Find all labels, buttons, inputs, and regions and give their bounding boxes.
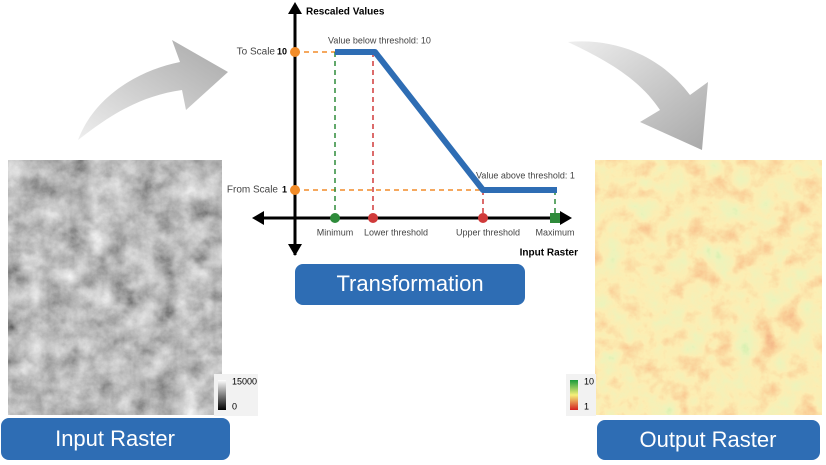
to-scale-label: To Scale (237, 47, 276, 58)
transform-line (335, 49, 557, 193)
transformation-box (295, 264, 525, 305)
maximum-point (550, 213, 560, 223)
input-label-box (1, 418, 230, 460)
from-scale-value: 1 (282, 184, 287, 194)
x-point-label: Minimum (317, 227, 354, 237)
output-legend-max: 10 (584, 376, 594, 386)
x-axis-label: Input Raster (520, 248, 578, 259)
from-scale-point (290, 185, 300, 195)
lower-threshold-point (368, 213, 378, 223)
graph: Rescaled Values Input Raster To Scale 10… (227, 2, 578, 259)
output-raster-image (595, 160, 822, 415)
y-axis-label: Rescaled Values (306, 7, 385, 18)
arrow-right (568, 41, 708, 151)
input-legend-max: 15000 (232, 376, 257, 386)
input-legend-min: 0 (232, 401, 237, 411)
input-legend-ramp (218, 380, 226, 410)
x-point-label: Maximum (535, 227, 574, 237)
arrow-left (78, 40, 228, 140)
x-point-label: Upper threshold (456, 227, 520, 237)
input-raster-image (8, 160, 222, 415)
to-scale-value: 10 (277, 46, 287, 56)
annotation: Value above threshold: 1 (476, 170, 575, 180)
annotation: Value below threshold: 10 (328, 35, 431, 45)
transformation-label: Transformation (336, 271, 483, 296)
minimum-point (330, 213, 340, 223)
upper-threshold-point (478, 213, 488, 223)
input-label: Input Raster (55, 426, 175, 451)
output-label-box (597, 420, 820, 460)
output-label: Output Raster (640, 427, 777, 452)
output-legend-ramp (570, 380, 578, 410)
x-point-label: Lower threshold (364, 227, 428, 237)
to-scale-point (290, 47, 300, 57)
output-legend-min: 1 (584, 401, 589, 411)
from-scale-label: From Scale (227, 185, 279, 196)
